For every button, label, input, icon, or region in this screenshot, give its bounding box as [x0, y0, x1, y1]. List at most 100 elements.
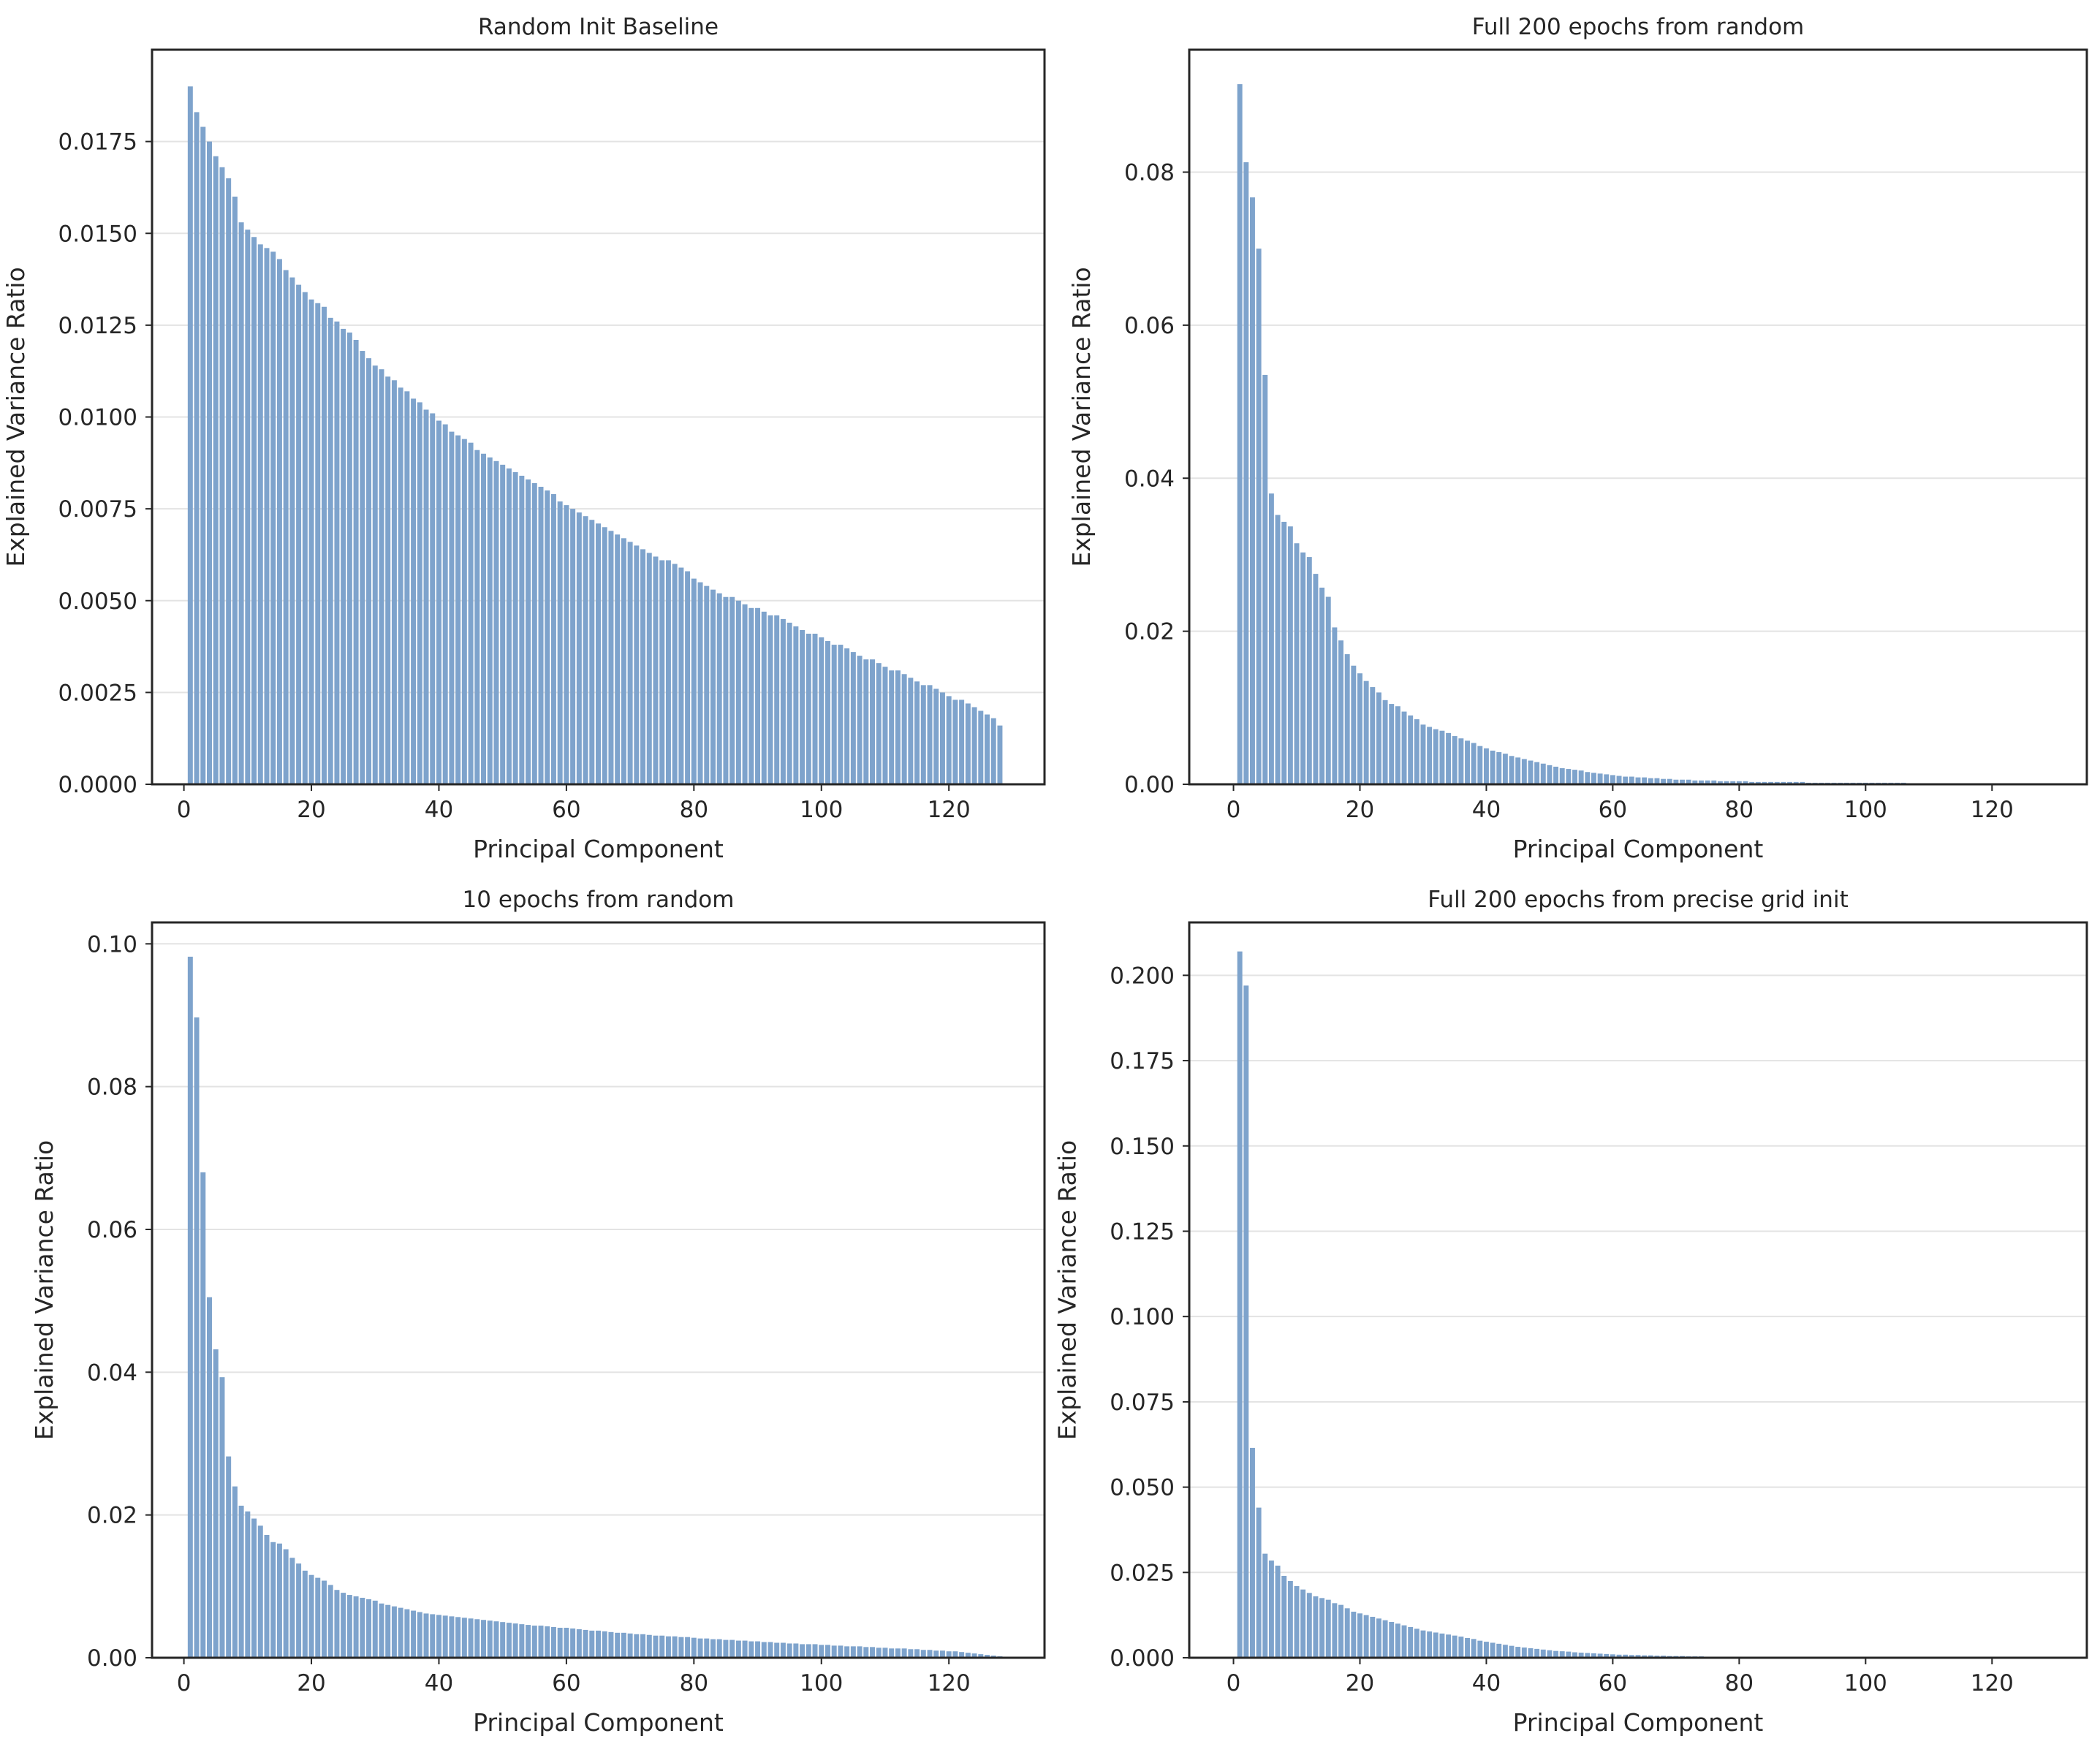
bar [678, 567, 684, 784]
bar [596, 523, 601, 784]
bar [1370, 687, 1376, 784]
bar [1774, 781, 1780, 784]
bar [1281, 521, 1287, 784]
bar [800, 629, 805, 784]
bar [391, 380, 397, 784]
bar [710, 1639, 716, 1658]
bar [627, 542, 633, 784]
bar [927, 685, 933, 784]
bar [321, 1580, 327, 1658]
bar [455, 435, 461, 785]
y-axis-label: Explained Variance Ratio [1053, 1140, 1082, 1440]
bar [550, 1627, 556, 1658]
bar [1490, 750, 1496, 784]
bar [596, 1630, 601, 1658]
bar [723, 1639, 729, 1658]
y-axis-label: Explained Variance Ratio [1067, 267, 1096, 566]
bar [545, 1626, 550, 1658]
bar [315, 303, 321, 785]
bar [315, 1577, 321, 1658]
bar [251, 237, 257, 784]
bar [1446, 732, 1452, 784]
bar [901, 1648, 907, 1658]
bar [1332, 1603, 1338, 1658]
bar [1604, 774, 1610, 784]
x-tick-label: 100 [1844, 797, 1887, 823]
bar [704, 585, 710, 784]
bar [1604, 1653, 1610, 1658]
x-tick-label: 0 [177, 1670, 192, 1696]
bar [436, 1615, 441, 1658]
bar [1389, 1621, 1395, 1658]
bar [557, 501, 563, 784]
bar [870, 659, 876, 784]
y-tick-label: 0.075 [1110, 1389, 1175, 1416]
bar [1597, 1653, 1603, 1658]
bar [308, 1574, 314, 1658]
y-tick-label: 0.0075 [58, 496, 137, 523]
bar [589, 520, 595, 784]
bar [1243, 162, 1249, 784]
bar [767, 615, 773, 784]
bar [430, 413, 436, 784]
bar [1237, 84, 1243, 785]
bar [1585, 772, 1591, 784]
y-tick-label: 0.000 [1110, 1645, 1175, 1672]
bar [1363, 680, 1369, 784]
bar [519, 475, 525, 784]
bar [1528, 760, 1534, 784]
bar [1642, 777, 1648, 784]
bar [825, 641, 830, 784]
bar [487, 457, 493, 784]
bar [538, 1626, 544, 1658]
bar [1553, 1650, 1559, 1658]
bar [665, 560, 671, 784]
bar [615, 534, 621, 784]
bars [1237, 84, 2045, 785]
bar [411, 398, 417, 785]
bar [379, 369, 384, 784]
bar [1243, 985, 1249, 1658]
x-tick-label: 80 [680, 797, 708, 823]
bar [1692, 780, 1698, 784]
bar [1332, 627, 1338, 784]
bar [825, 1645, 830, 1658]
bar [1319, 1598, 1325, 1658]
bar [704, 1638, 710, 1658]
bar [576, 1629, 582, 1658]
bar [971, 1653, 977, 1658]
bar [1521, 759, 1527, 784]
bar [672, 564, 678, 784]
x-tick-label: 0 [1227, 797, 1241, 823]
bar [627, 1633, 633, 1658]
bar [1300, 552, 1306, 784]
y-tick-label: 0.0175 [58, 129, 137, 156]
bar [417, 402, 422, 784]
bar [583, 1629, 588, 1658]
bar [1414, 1629, 1419, 1658]
bar [1344, 654, 1350, 784]
bar [1591, 1653, 1596, 1658]
y-tick-label: 0.0100 [58, 405, 137, 431]
bar [640, 549, 646, 784]
bar [1389, 704, 1395, 784]
bar [615, 1632, 621, 1658]
bar [805, 1644, 811, 1658]
bar [257, 1525, 263, 1658]
bar [1768, 781, 1774, 784]
bar [219, 1377, 225, 1658]
y-tick-label: 0.175 [1110, 1048, 1175, 1074]
bar [1515, 1647, 1521, 1658]
bar [870, 1647, 876, 1658]
bar [468, 1618, 474, 1658]
chart-title: 10 epochs from random [463, 887, 735, 913]
bar [819, 637, 825, 784]
bar [1256, 249, 1262, 784]
bar [557, 1627, 563, 1658]
bar [1471, 1639, 1477, 1658]
y-tick-label: 0.0000 [58, 772, 137, 798]
bar [245, 1511, 251, 1658]
x-tick-label: 0 [177, 797, 192, 823]
bar [564, 505, 569, 784]
bar [1553, 766, 1559, 784]
